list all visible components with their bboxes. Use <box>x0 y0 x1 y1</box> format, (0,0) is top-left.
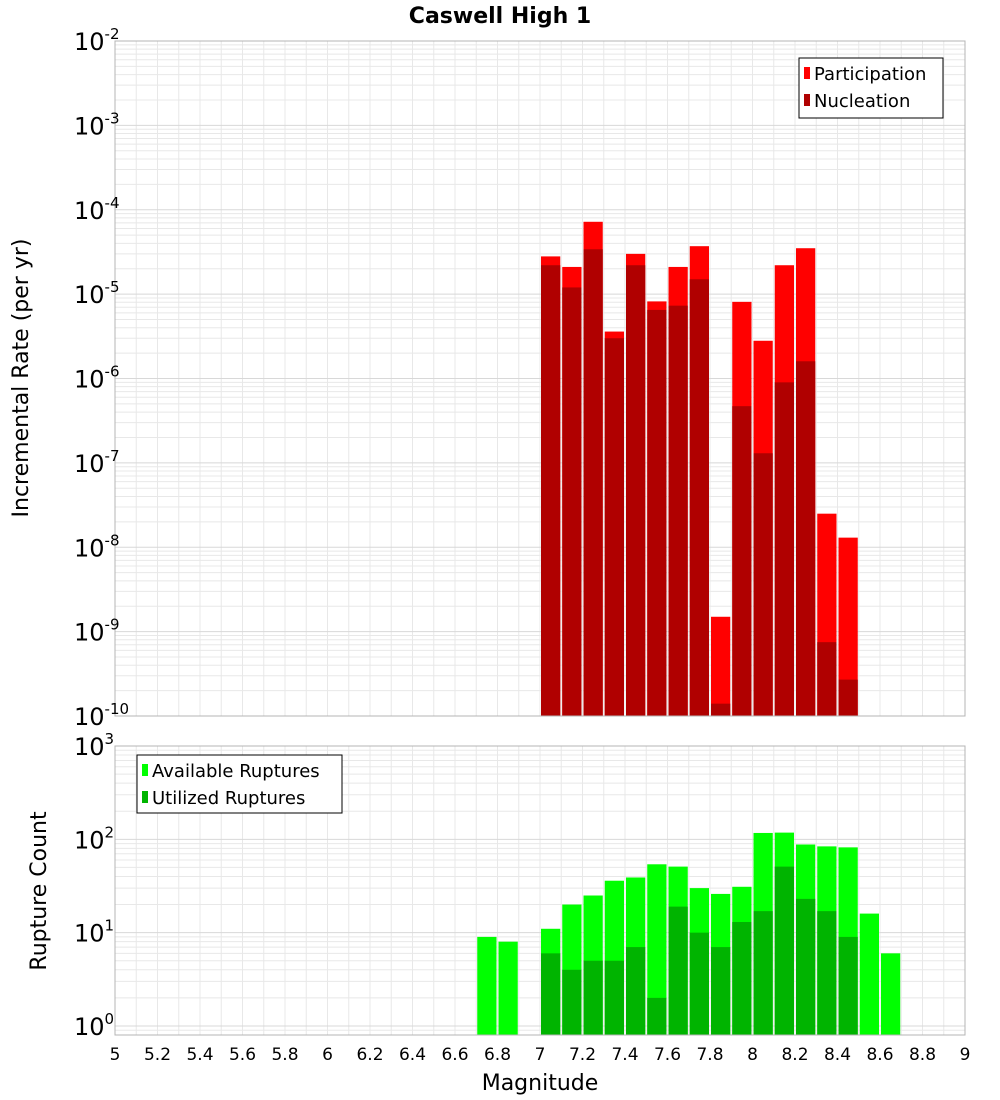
x-tick-label: 6 <box>322 1045 333 1065</box>
bar <box>796 898 816 1035</box>
y-axis-label: Incremental Rate (per yr) <box>9 239 34 518</box>
legend-swatch <box>142 791 148 803</box>
bar <box>817 911 837 1035</box>
bar <box>583 249 603 716</box>
bar <box>711 703 731 716</box>
x-tick-label: 5.4 <box>186 1045 213 1065</box>
x-tick-label: 8.4 <box>824 1045 851 1065</box>
bar <box>732 922 752 1035</box>
y-tick-label: 10-4 <box>74 194 120 225</box>
x-tick-label: 7.6 <box>654 1045 681 1065</box>
legend-box <box>136 754 343 814</box>
bar <box>647 309 667 716</box>
y-tick-label: 10-10 <box>74 700 129 731</box>
legend-swatch <box>804 67 810 79</box>
x-tick-label: 6.6 <box>441 1045 468 1065</box>
y-tick-label: 10-8 <box>74 531 120 562</box>
legend-entry: Available Ruptures <box>152 761 320 782</box>
y-tick-label: 100 <box>74 1010 114 1041</box>
x-tick-label: 9 <box>960 1045 971 1065</box>
grid <box>114 40 966 717</box>
x-tick-label: 7.4 <box>611 1045 638 1065</box>
bar <box>838 936 858 1035</box>
x-tick-label: 6.8 <box>484 1045 511 1065</box>
legend: Available Ruptures Utilized Ruptures <box>136 754 343 814</box>
x-axis: 5 5.2 5.4 5.6 5.8 6 6.2 6.4 6.6 6.8 7 7.2 7.4 7.6 7.8 8… <box>110 1045 971 1065</box>
x-tick-label: 7.8 <box>696 1045 723 1065</box>
bar <box>838 679 858 716</box>
legend-box <box>798 57 944 119</box>
legend-swatch <box>804 94 810 106</box>
x-tick-label: 6.2 <box>356 1045 383 1065</box>
legend-swatch <box>142 764 148 776</box>
bar <box>647 997 667 1035</box>
bar <box>711 616 731 716</box>
x-tick-label: 5 <box>110 1045 121 1065</box>
bar <box>626 265 646 716</box>
y-tick-label: 102 <box>74 823 114 854</box>
y-tick-label: 10-9 <box>74 616 120 647</box>
x-tick-label: 7.2 <box>569 1045 596 1065</box>
bottom-panel-counts: 103 102 101 100 Rupture Count Available Ruptu… <box>27 730 966 1041</box>
y-tick-label: 10-5 <box>74 278 120 309</box>
y-tick-label: 10-7 <box>74 447 120 478</box>
bar <box>541 265 561 716</box>
bar <box>668 906 688 1035</box>
bar <box>498 941 518 1035</box>
bar <box>838 537 858 716</box>
legend: Participation Nucleation <box>798 57 944 119</box>
y-tick-label: 10-2 <box>74 25 120 56</box>
x-tick-label: 8.8 <box>909 1045 936 1065</box>
x-tick-label: 5.2 <box>144 1045 171 1065</box>
bar <box>604 338 624 716</box>
legend-entry: Utilized Ruptures <box>152 788 305 809</box>
legend-entry: Participation <box>814 64 926 85</box>
legend-entry: Nucleation <box>814 91 910 112</box>
x-tick-label: 8.2 <box>781 1045 808 1065</box>
bar <box>562 969 582 1035</box>
bar <box>583 960 603 1035</box>
bar <box>796 361 816 716</box>
bar <box>774 866 794 1035</box>
x-tick-label: 8 <box>747 1045 758 1065</box>
bar <box>477 936 497 1035</box>
y-axis-label: Rupture Count <box>27 811 52 971</box>
series-bars <box>541 866 858 1035</box>
bar <box>753 911 773 1035</box>
plot-frame <box>114 745 966 1036</box>
x-tick-label: 5.8 <box>271 1045 298 1065</box>
bar <box>689 279 709 716</box>
y-tick-label: 10-3 <box>74 109 120 140</box>
bar <box>668 305 688 716</box>
bar <box>689 932 709 1035</box>
bar <box>711 947 731 1035</box>
y-tick-label: 10-6 <box>74 363 120 394</box>
y-tick-label: 101 <box>74 917 114 948</box>
plot-frame <box>114 40 966 717</box>
bar <box>604 960 624 1035</box>
x-axis-label: Magnitude <box>482 1071 599 1096</box>
x-tick-label: 5.6 <box>229 1045 256 1065</box>
x-tick-label: 6.4 <box>399 1045 426 1065</box>
grid <box>114 745 966 1036</box>
y-tick-label: 103 <box>74 730 114 761</box>
x-tick-label: 7 <box>535 1045 546 1065</box>
x-tick-label: 8.6 <box>866 1045 893 1065</box>
bar <box>753 453 773 716</box>
bar <box>774 382 794 716</box>
bar <box>881 953 901 1035</box>
top-panel-rate: 10-2 10-3 10-4 10-5 10-6 10-7 10-8 10-9 10-10 Inc… <box>9 25 966 731</box>
bar <box>647 864 667 1035</box>
bar <box>732 406 752 716</box>
series-bars <box>541 249 858 716</box>
bar <box>562 287 582 716</box>
chart-title: Caswell High 1 <box>409 4 591 29</box>
bar <box>541 953 561 1035</box>
bar <box>859 913 879 1035</box>
bar <box>817 642 837 716</box>
bar <box>626 947 646 1035</box>
